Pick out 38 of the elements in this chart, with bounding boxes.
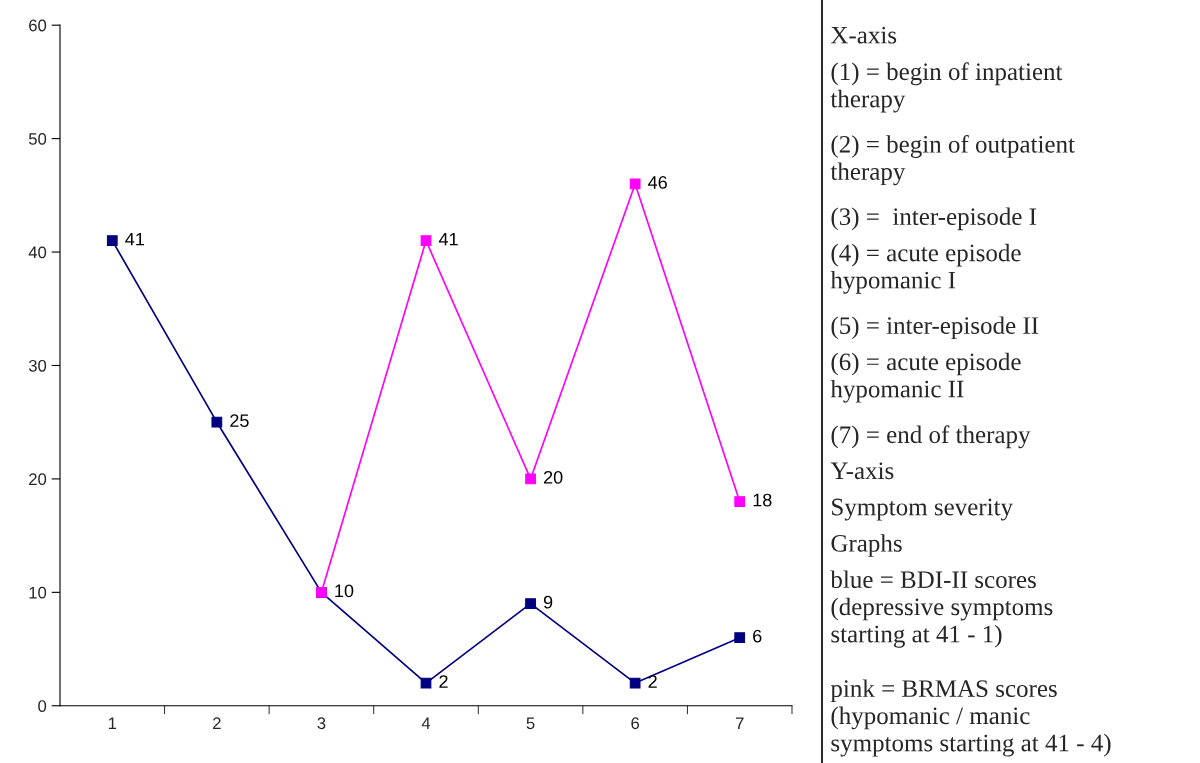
text: (6) = acute episode hypomanic II bbox=[830, 352, 1021, 403]
data-label: 41 bbox=[125, 232, 144, 246]
y-tick-label: 20 bbox=[29, 473, 47, 486]
text: (2) = begin of outpatient therapy bbox=[830, 134, 1075, 186]
data-label: 20 bbox=[543, 470, 563, 484]
data-label: 18 bbox=[753, 493, 772, 507]
y-tick-label: 50 bbox=[28, 133, 47, 145]
text: pink = BRMAS scores (hypomanic / manic symptoms starting at 41 - 4) bbox=[830, 679, 1111, 757]
x-tick-label: 3 bbox=[317, 717, 326, 730]
text: (4) = acute episode hypomanic I bbox=[830, 243, 1021, 294]
data-label: 41 bbox=[438, 232, 458, 246]
data-label: 25 bbox=[230, 414, 249, 428]
x-tick-label: 4 bbox=[421, 717, 431, 729]
text: (3) = inter-episode I bbox=[831, 207, 1037, 231]
text: Y-axis bbox=[830, 462, 894, 480]
text: (7) = end of therapy bbox=[831, 425, 1031, 449]
x-tick-label: 1 bbox=[108, 717, 117, 729]
data-label: 6 bbox=[753, 629, 762, 643]
data-label: 9 bbox=[543, 595, 553, 609]
text: (1) = begin of inpatient therapy bbox=[830, 62, 1063, 113]
data-label: 10 bbox=[335, 584, 354, 598]
text: Symptom severity bbox=[832, 498, 1013, 521]
text: X-axis bbox=[830, 26, 897, 44]
text: Graphs bbox=[831, 534, 902, 557]
data-label: 46 bbox=[648, 176, 667, 189]
y-tick-label: 60 bbox=[29, 19, 47, 32]
x-tick-label: 6 bbox=[631, 717, 640, 730]
y-tick-label: 10 bbox=[29, 586, 47, 599]
text: blue = BDI-II scores (depressive symptoms starting at 41 - 1) bbox=[830, 570, 1053, 648]
y-tick-label: 40 bbox=[28, 246, 47, 259]
x-tick-label: 5 bbox=[526, 717, 535, 730]
data-label: 2 bbox=[648, 675, 657, 688]
y-tick-label: 0 bbox=[38, 700, 47, 712]
text: (5) = inter-episode II bbox=[831, 316, 1039, 340]
y-tick-label: 30 bbox=[28, 359, 47, 372]
data-label: 2 bbox=[439, 675, 448, 688]
x-tick-label: 2 bbox=[213, 717, 221, 729]
x-tick-label: 7 bbox=[735, 717, 744, 729]
